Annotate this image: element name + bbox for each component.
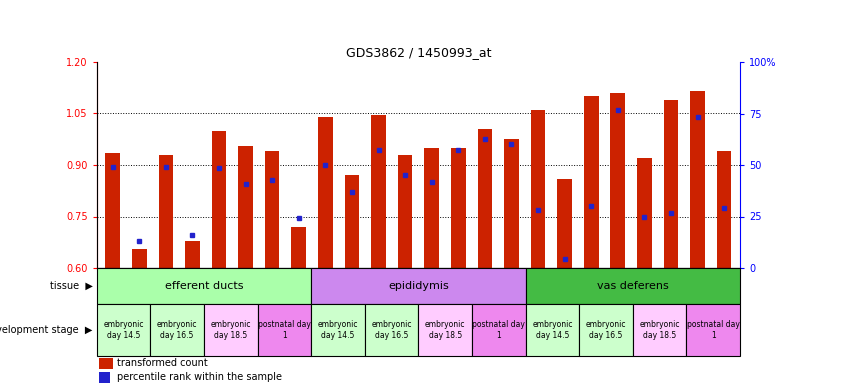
Bar [97, 304, 151, 356]
Bar [584, 96, 599, 268]
Text: postnatal day
1: postnatal day 1 [687, 320, 740, 340]
Bar [526, 304, 579, 356]
Bar [345, 175, 359, 268]
Bar [292, 227, 306, 268]
Bar [611, 93, 625, 268]
Bar [558, 179, 572, 268]
Bar [105, 153, 120, 268]
Title: GDS3862 / 1450993_at: GDS3862 / 1450993_at [346, 46, 491, 60]
Text: embryonic
day 14.5: embryonic day 14.5 [532, 320, 573, 340]
Bar [318, 117, 333, 268]
Bar [398, 155, 412, 268]
Bar [99, 372, 109, 382]
Text: embryonic
day 16.5: embryonic day 16.5 [372, 320, 412, 340]
Bar [257, 304, 311, 356]
Bar [371, 115, 386, 268]
Bar [478, 129, 492, 268]
Text: vas deferens: vas deferens [597, 281, 669, 291]
Text: epididymis: epididymis [388, 281, 449, 291]
Bar [690, 91, 705, 268]
Text: percentile rank within the sample: percentile rank within the sample [117, 372, 282, 382]
Bar [472, 304, 526, 356]
Bar [451, 148, 466, 268]
Bar [664, 100, 679, 268]
Bar [531, 110, 545, 268]
Text: embryonic
day 18.5: embryonic day 18.5 [210, 320, 251, 340]
Bar [97, 268, 311, 304]
Bar [579, 304, 632, 356]
Bar [686, 304, 740, 356]
Text: transformed count: transformed count [117, 358, 208, 368]
Bar [185, 240, 199, 268]
Bar [151, 304, 204, 356]
Bar [632, 304, 686, 356]
Bar [504, 139, 519, 268]
Text: embryonic
day 16.5: embryonic day 16.5 [586, 320, 627, 340]
Text: postnatal day
1: postnatal day 1 [473, 320, 526, 340]
Text: embryonic
day 14.5: embryonic day 14.5 [318, 320, 358, 340]
Text: embryonic
day 14.5: embryonic day 14.5 [103, 320, 144, 340]
Bar [637, 158, 652, 268]
Text: embryonic
day 16.5: embryonic day 16.5 [157, 320, 198, 340]
Bar [311, 304, 365, 356]
Bar [419, 304, 472, 356]
Bar [365, 304, 418, 356]
Bar [158, 155, 173, 268]
Text: development stage  ▶: development stage ▶ [0, 325, 93, 335]
Text: embryonic
day 18.5: embryonic day 18.5 [639, 320, 680, 340]
Bar [526, 268, 740, 304]
Bar [132, 249, 146, 268]
Text: tissue  ▶: tissue ▶ [50, 281, 93, 291]
Bar [204, 304, 257, 356]
Bar [717, 151, 732, 268]
Bar [212, 131, 226, 268]
Bar [311, 268, 526, 304]
Bar [265, 151, 279, 268]
Bar [238, 146, 253, 268]
Text: postnatal day
1: postnatal day 1 [258, 320, 311, 340]
Bar [99, 358, 113, 369]
Text: efferent ducts: efferent ducts [165, 281, 243, 291]
Bar [425, 148, 439, 268]
Text: embryonic
day 18.5: embryonic day 18.5 [425, 320, 465, 340]
